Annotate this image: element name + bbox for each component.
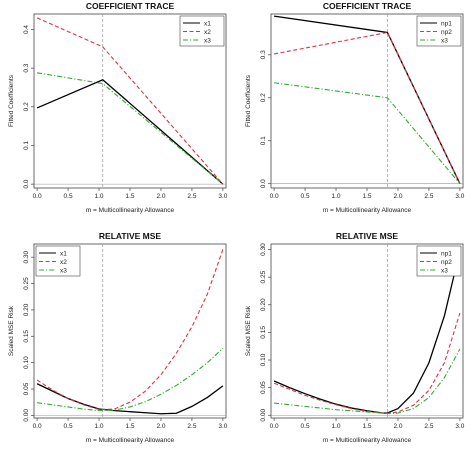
coefficient-trace-panel-2: COEFFICIENT TRACE 0.0 0.5 1.0 1.5 2.0 2.5 3.0 0.…: [237, 0, 474, 230]
legend-label-np1: np1: [441, 250, 452, 257]
y-tick-label: 0.05: [23, 382, 30, 395]
x-tick-label: 3.0: [455, 193, 464, 200]
series-line-x3: [37, 72, 224, 185]
series-line-np1: [274, 15, 461, 184]
y-tick-label: 0.1: [260, 136, 267, 145]
chart-title: COEFFICIENT TRACE: [323, 1, 412, 11]
legend-label-np2: np2: [441, 29, 452, 36]
y-axis-label: Scaled MSE Risk: [245, 305, 252, 356]
x-tick-label: 0.5: [64, 423, 73, 430]
x-tick-label: 1.0: [95, 193, 104, 200]
y-tick-label: 0.10: [23, 356, 30, 369]
legend-box: [416, 245, 462, 277]
series-line-x2: [36, 17, 224, 185]
x-tick-label: 0.5: [301, 193, 310, 200]
x-tick-label: 0.0: [270, 193, 279, 200]
y-tick-label: 0.00: [260, 409, 267, 422]
x-tick-label: 0.0: [270, 423, 279, 430]
x-tick-label: 2.0: [393, 193, 402, 200]
y-tick-label: 0.10: [260, 353, 267, 366]
x-tick-label: 2.0: [156, 423, 165, 430]
x-tick-label: 1.5: [362, 423, 371, 430]
x-tick-label: 2.5: [424, 193, 433, 200]
y-tick-label: 0.15: [260, 326, 267, 339]
series-line-x3: [274, 348, 461, 415]
y-tick-label: 0.00: [23, 409, 30, 422]
x-tick-label: 0.0: [33, 423, 42, 430]
x-tick-label: 1.0: [95, 423, 104, 430]
series-line-x3: [274, 82, 461, 185]
series-line-x2: [36, 249, 224, 411]
legend-label-x3: x3: [204, 37, 211, 44]
coefficient-trace-chart-2: COEFFICIENT TRACE 0.0 0.5 1.0 1.5 2.0 2.5 3.0 0.…: [245, 1, 465, 214]
chart-title: RELATIVE MSE: [99, 231, 162, 241]
y-tick-label: 0.0: [260, 179, 267, 188]
legend-label-x3: x3: [441, 37, 448, 44]
series-line-x3: [37, 347, 224, 412]
x-tick-label: 3.0: [455, 423, 464, 430]
x-tick-label: 3.0: [218, 423, 227, 430]
y-tick-label: 0.20: [260, 298, 267, 311]
x-axis-label: m = Multicollinearity Allowance: [86, 207, 175, 214]
legend-box: [35, 245, 81, 277]
y-tick-label: 0.25: [260, 270, 267, 283]
y-tick-label: 0.15: [23, 330, 30, 343]
y-tick-label: 0.1: [23, 141, 30, 150]
series-line-np2: [273, 312, 461, 415]
relative-mse-chart-2: RELATIVE MSE 0.0 0.5 1.0 1.5 2.0 2.5 3.0 0.00 0.0…: [245, 231, 465, 444]
legend-box: [416, 15, 462, 47]
x-tick-label: 1.5: [125, 193, 134, 200]
x-axis-label: m = Multicollinearity Allowance: [323, 437, 412, 444]
legend-label-x3: x3: [60, 267, 67, 274]
x-tick-label: 0.5: [64, 193, 73, 200]
chart-title: COEFFICIENT TRACE: [86, 1, 175, 11]
coefficient-trace-panel-1: COEFFICIENT TRACE 0.0 0.5 1.0 1.5 2.0 2.5 3.0 0.…: [0, 0, 237, 230]
legend-label-np1: np1: [441, 20, 452, 27]
x-tick-label: 1.5: [125, 423, 134, 430]
y-tick-label: 0.2: [23, 102, 30, 111]
relative-mse-chart-1: RELATIVE MSE 0.0 0.5 1.0 1.5 2.0 2.5 3.0 0.00 0.0…: [8, 231, 228, 444]
x-tick-label: 2.5: [187, 193, 196, 200]
legend-label-x2: x2: [204, 29, 211, 36]
legend-box: [179, 15, 225, 47]
x-tick-label: 1.0: [332, 193, 341, 200]
y-tick-label: 0.30: [260, 243, 267, 256]
y-axis-label: Fitted Coefficients: [8, 74, 15, 127]
legend-label-np2: np2: [441, 259, 452, 266]
y-axis-label: Scaled MSE Risk: [8, 305, 15, 356]
x-tick-label: 2.5: [424, 423, 433, 430]
y-tick-label: 0.3: [23, 63, 30, 72]
legend-label-x1: x1: [60, 250, 67, 257]
y-tick-label: 0.30: [23, 250, 30, 263]
y-tick-label: 0.25: [23, 277, 30, 290]
relative-mse-panel-1: RELATIVE MSE 0.0 0.5 1.0 1.5 2.0 2.5 3.0 0.00 0.0…: [0, 230, 237, 460]
x-tick-label: 2.0: [393, 423, 402, 430]
relative-mse-panel-2: RELATIVE MSE 0.0 0.5 1.0 1.5 2.0 2.5 3.0 0.00 0.0…: [237, 230, 474, 460]
y-tick-label: 0.20: [23, 303, 30, 316]
y-tick-label: 0.4: [23, 25, 30, 34]
y-tick-label: 0.2: [260, 93, 267, 102]
x-tick-label: 1.0: [332, 423, 341, 430]
series-line-x1: [36, 383, 224, 415]
y-axis-label: Fitted Coefficients: [245, 74, 252, 127]
legend-label-x2: x2: [60, 259, 67, 266]
y-tick-label: 0.05: [260, 381, 267, 394]
x-tick-label: 2.5: [187, 423, 196, 430]
x-tick-label: 0.0: [33, 193, 42, 200]
x-tick-label: 2.0: [156, 193, 165, 200]
chart-title: RELATIVE MSE: [336, 231, 399, 241]
legend-label-x3: x3: [441, 267, 448, 274]
coefficient-trace-chart-1: COEFFICIENT TRACE 0.0 0.5 1.0 1.5 2.0 2.5 3.0 0.…: [8, 1, 228, 214]
series-line-np2: [273, 31, 461, 184]
legend-label-x1: x1: [204, 20, 211, 27]
x-tick-label: 0.5: [301, 423, 310, 430]
series-line-x1: [36, 78, 224, 185]
y-tick-label: 0.3: [260, 50, 267, 59]
x-tick-label: 3.0: [218, 193, 227, 200]
x-axis-label: m = Multicollinearity Allowance: [323, 207, 412, 214]
y-tick-label: 0.0: [23, 179, 30, 188]
x-tick-label: 1.5: [362, 193, 371, 200]
x-axis-label: m = Multicollinearity Allowance: [86, 437, 175, 444]
